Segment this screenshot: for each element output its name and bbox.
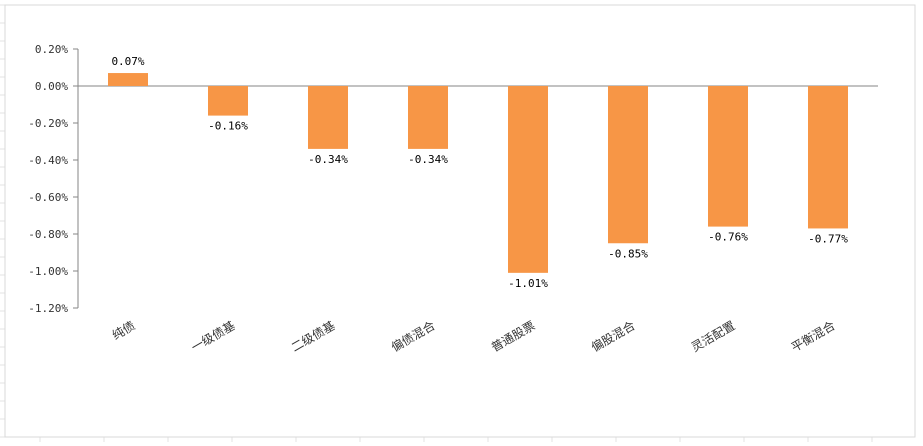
- data-label-3: -0.34%: [308, 153, 348, 166]
- y-tick-label: -1.20%: [28, 302, 68, 315]
- bar-6: [608, 86, 648, 244]
- y-tick-label: -0.40%: [28, 154, 68, 167]
- bar-2: [208, 86, 248, 116]
- y-tick-label: -0.60%: [28, 191, 68, 204]
- bar-5: [508, 86, 548, 273]
- bar-series: 0.07% -0.16% -0.34% -0.34% -1.01% -0.85% -0.76…: [108, 55, 848, 290]
- bar-1: [108, 73, 148, 86]
- bar-3: [308, 86, 348, 149]
- y-tick-label: -0.20%: [28, 117, 68, 130]
- y-tick-label: -1.00%: [28, 265, 68, 278]
- y-axis: 0.20% 0.00% -0.20% -0.40% -0.60% -0.80% -1.00%…: [28, 43, 878, 315]
- data-label-5: -1.01%: [508, 277, 548, 290]
- data-label-2: -0.16%: [208, 120, 248, 133]
- data-label-1: 0.07%: [111, 55, 144, 68]
- y-tick-label: -0.80%: [28, 228, 68, 241]
- plot-frame: [4, 4, 916, 438]
- y-tick-label: 0.00%: [35, 80, 68, 93]
- bar-4: [408, 86, 448, 149]
- data-label-4: -0.34%: [408, 153, 448, 166]
- data-label-6: -0.85%: [608, 247, 648, 260]
- y-tick-label: 0.20%: [35, 43, 68, 56]
- bar-8: [808, 86, 848, 229]
- data-label-8: -0.77%: [808, 232, 848, 245]
- spreadsheet-gridlines: [0, 4, 873, 442]
- bar-7: [708, 86, 748, 227]
- data-label-7: -0.76%: [708, 231, 748, 244]
